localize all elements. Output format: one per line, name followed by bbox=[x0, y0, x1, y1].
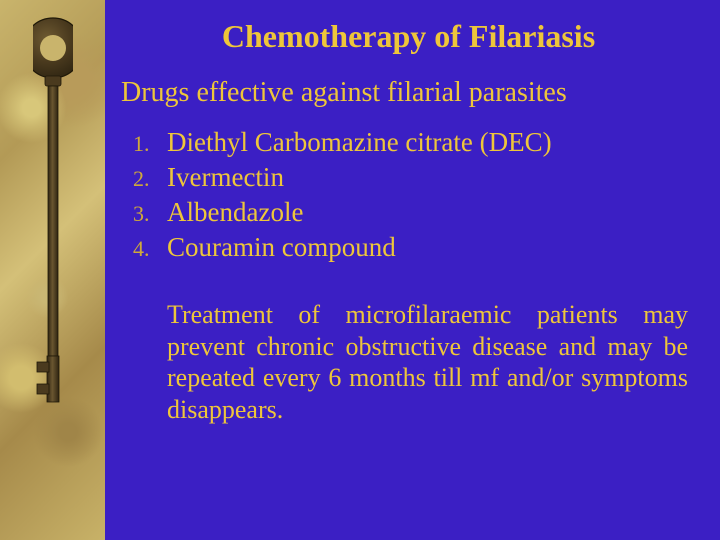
sidebar-texture bbox=[0, 0, 105, 540]
list-item: 2. Ivermectin bbox=[127, 162, 696, 193]
list-text: Ivermectin bbox=[167, 162, 284, 193]
body-paragraph: Treatment of microfilaraemic patients ma… bbox=[167, 299, 688, 426]
content-area: Chemotherapy of Filariasis Drugs effecti… bbox=[105, 0, 720, 540]
antique-key-icon bbox=[33, 12, 73, 406]
slide-title: Chemotherapy of Filariasis bbox=[121, 18, 696, 55]
list-item: 1. Diethyl Carbomazine citrate (DEC) bbox=[127, 127, 696, 158]
list-number: 1. bbox=[127, 131, 167, 157]
slide: Chemotherapy of Filariasis Drugs effecti… bbox=[0, 0, 720, 540]
list-item: 4. Couramin compound bbox=[127, 232, 696, 263]
list-text: Couramin compound bbox=[167, 232, 396, 263]
list-number: 2. bbox=[127, 166, 167, 192]
list-text: Albendazole bbox=[167, 197, 303, 228]
list-number: 3. bbox=[127, 201, 167, 227]
slide-subtitle: Drugs effective against filarial parasit… bbox=[121, 77, 696, 109]
drug-list: 1. Diethyl Carbomazine citrate (DEC) 2. … bbox=[127, 127, 696, 263]
list-item: 3. Albendazole bbox=[127, 197, 696, 228]
list-text: Diethyl Carbomazine citrate (DEC) bbox=[167, 127, 552, 158]
list-number: 4. bbox=[127, 236, 167, 262]
